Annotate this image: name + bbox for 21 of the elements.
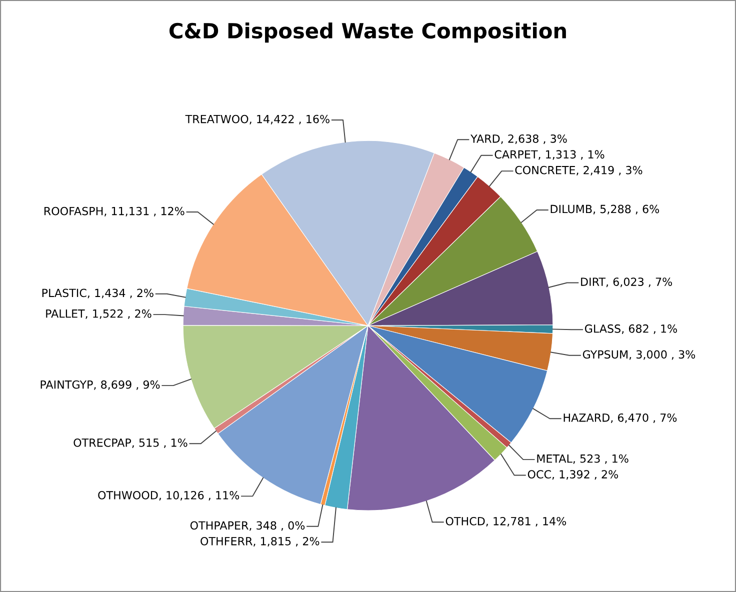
slice-label: OTHFERR, 1,815 , 2% (200, 536, 320, 546)
slice-label: DILUMB, 5,288 , 6% (550, 204, 660, 214)
slice-label: CONCRETE, 2,419 , 3% (515, 166, 642, 176)
chart-title: C&D Disposed Waste Composition (169, 22, 566, 43)
slice-label: DIRT, 6,023 , 7% (581, 278, 672, 288)
slice-label: OTHCD, 12,781 , 14% (446, 516, 566, 526)
slice-label: METAL, 523 , 1% (537, 454, 628, 464)
slice-label: TREATWOO, 14,422 , 16% (185, 114, 330, 124)
slice-label: OTHWOOD, 10,126 , 11% (98, 491, 240, 501)
slice-label: YARD, 2,638 , 3% (470, 134, 567, 144)
slice-label: PALLET, 1,522 , 2% (46, 309, 152, 319)
slice-label: OCC, 1,392 , 2% (528, 470, 618, 480)
slice-label: PAINTGYP, 8,699 , 9% (40, 380, 160, 390)
slice-label: CARPET, 1,313 , 1% (494, 150, 604, 160)
slice-label: HAZARD, 6,470 , 7% (564, 413, 677, 423)
slice-label: GLASS, 682 , 1% (584, 324, 677, 334)
slice-label: PLASTIC, 1,434 , 2% (42, 288, 154, 298)
slice-label: ROOFASPH, 11,131 , 12% (44, 206, 184, 216)
slice-label: GYPSUM, 3,000 , 3% (582, 350, 696, 360)
slice-label: OTRECPAP, 515 , 1% (74, 438, 188, 448)
slice-label: OTHPAPER, 348 , 0% (190, 521, 305, 531)
